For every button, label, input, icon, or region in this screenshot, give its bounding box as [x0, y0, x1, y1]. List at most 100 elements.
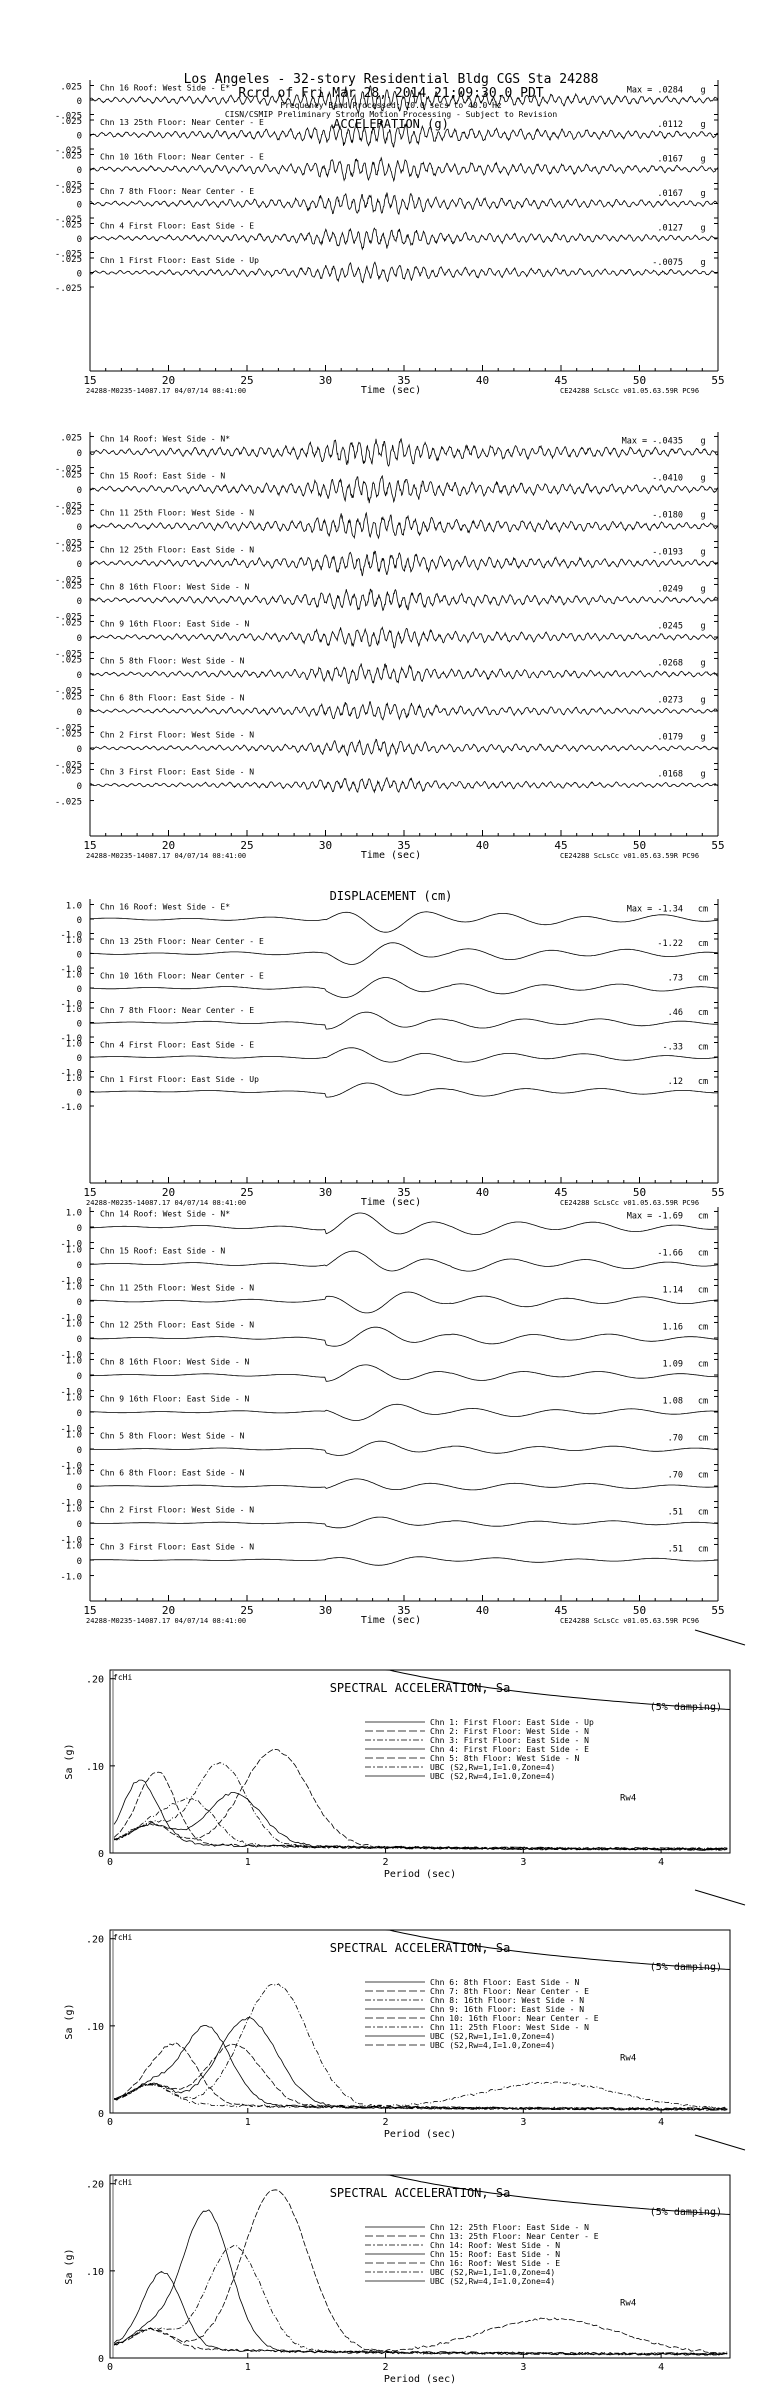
spectra-1-ylabel: Sa (g)	[64, 1743, 75, 1779]
spectra-2-title: SPECTRAL ACCELERATION, Sa	[330, 1941, 511, 1955]
disp-top-peak-unit: cm	[698, 939, 708, 949]
accel-bottom-peak-unit: g	[700, 584, 705, 594]
disp-top-xtick-label: 45	[554, 1186, 567, 1199]
disp-bottom-peak-unit: cm	[698, 1433, 708, 1443]
disp-top-peak-unit: cm	[698, 1008, 708, 1018]
accel-bottom-ytick-zero: 0	[77, 560, 82, 570]
accel-top-ytick-bottom: -.025	[55, 249, 82, 259]
accel-top-ytick-zero: 0	[77, 270, 82, 280]
disp-bottom-trace-line	[90, 1556, 719, 1566]
disp-top-xtick-label: 30	[319, 1186, 332, 1199]
spectra-2-xtick-label: 2	[383, 2117, 389, 2128]
spectra-3-xtick-label: 1	[245, 2362, 251, 2373]
disp-bottom-ytick-top: 1.0	[66, 1541, 82, 1551]
disp-bottom-peak-unit: cm	[698, 1470, 708, 1480]
disp-top-channel-label: Chn 7 8th Floor: Near Center - E	[100, 1006, 254, 1015]
disp-bottom-xtick-label: 50	[633, 1604, 646, 1617]
accel-top-xtick-label: 25	[240, 374, 253, 387]
spectra-3-legend-item: Chn 13: 25th Floor: Near Center - E	[430, 2232, 599, 2241]
accel-bottom-ytick-bottom: -.025	[55, 465, 82, 475]
disp-top-trace-line	[89, 911, 719, 933]
spectra-3-sa-curve	[114, 2244, 728, 2356]
disp-top-trace-line	[90, 1082, 718, 1098]
accel-top-peak-value: -.0075	[652, 258, 683, 268]
spectra-3-title: SPECTRAL ACCELERATION, Sa	[330, 2186, 511, 2200]
spectra-1-ytick-label: .10	[86, 1762, 104, 1773]
spectra-1-ytick-label: .20	[86, 1675, 104, 1686]
accel-bottom-ytick-top: .025	[60, 655, 82, 665]
spectra-2-sa-curve	[113, 2081, 728, 2110]
disp-bottom-channel-label: Chn 3 First Floor: East Side - N	[100, 1542, 254, 1551]
accel-top-trace-line	[89, 227, 719, 251]
disp-bottom-ytick-zero: 0	[77, 1261, 82, 1271]
disp-bottom-xtick-label: 45	[554, 1604, 567, 1617]
accel-bottom-trace-line	[89, 550, 718, 577]
spectra-1-frame	[109, 1669, 731, 1854]
accel-bottom-ytick-zero: 0	[77, 671, 82, 681]
disp-top-xtick-label: 35	[397, 1186, 410, 1199]
spectra-1-legend-item: UBC (S2,Rw=1,I=1.0,Zone=4)	[430, 1763, 555, 1772]
disp-bottom-peak-value: .51	[668, 1544, 683, 1554]
disp-bottom-trace-line	[89, 1250, 719, 1272]
disp-top-ytick-zero: 0	[77, 985, 82, 995]
disp-bottom-peak-value: 1.14	[663, 1285, 683, 1295]
accel-bottom-peak-value: .0249	[657, 584, 683, 594]
accel-top-peak-value: .0167	[657, 189, 683, 199]
spectra-1-title: SPECTRAL ACCELERATION, Sa	[330, 1681, 511, 1695]
accel-bottom-xlabel: Time (sec)	[361, 850, 421, 861]
disp-bottom-ytick-top: 1.0	[66, 1430, 82, 1440]
disp-top-ytick-top: 1.0	[66, 902, 82, 912]
disp-bottom-trace-line	[90, 1326, 719, 1347]
spectra-2-legend-item: Chn 8: 16th Floor: West Side - N	[430, 1996, 584, 2005]
spectra-3-legend-item: Chn 16: Roof: West Side - E	[430, 2259, 560, 2268]
accel-bottom-peak-value: .0168	[657, 769, 683, 779]
disp-top-channel-label: Chn 1 First Floor: East Side - Up	[100, 1075, 259, 1084]
accel-top-ytick-bottom: -.025	[55, 146, 82, 156]
disp-bottom-xtick-label: 20	[162, 1604, 175, 1617]
accel-bottom-peak-unit: g	[700, 510, 705, 520]
disp-bottom-peak-unit: cm	[698, 1285, 708, 1295]
spectra-3-ylabel: Sa (g)	[64, 2248, 75, 2284]
accel-top-chart: ACCELERATION (g) 15 20 25 30 35 40 45 50 55 Time (…	[55, 80, 725, 396]
accel-top-ytick-zero: 0	[77, 166, 82, 176]
accel-bottom-channel-label: Chn 11 25th Floor: West Side - N	[100, 508, 254, 517]
accel-bottom-trace-line	[89, 701, 719, 721]
accel-bottom-channel-label: Chn 9 16th Floor: East Side - N	[100, 619, 249, 628]
processing-note: CISN/CSMIP Preliminary Strong Motion Pro…	[224, 110, 558, 119]
disp-bottom-peak-value: Max = -1.69	[627, 1211, 683, 1221]
accel-top-ytick-bottom: -.025	[55, 111, 82, 121]
accel-top-peak-unit: g	[700, 120, 705, 130]
accel-bottom-ytick-zero: 0	[77, 449, 82, 459]
accel-bottom-ytick-bottom: -.025	[55, 798, 82, 808]
disp-bottom-ytick-bottom: -1.0	[60, 1240, 82, 1250]
disp-bottom-ytick-bottom: -1.0	[60, 1499, 82, 1509]
report-title: Los Angeles - 32-story Residential Bldg …	[183, 72, 599, 87]
spectra-1-xlabel: Period (sec)	[384, 1869, 456, 1880]
disp-bottom-xtick-label: 40	[476, 1604, 489, 1617]
disp-bottom-peak-value: .70	[668, 1470, 683, 1480]
disp-top-ytick-top: 1.0	[66, 1040, 82, 1050]
disp-bottom-ytick-zero: 0	[77, 1335, 82, 1345]
disp-bottom-channel-label: Chn 15 Roof: East Side - N	[100, 1246, 225, 1255]
spectra-1-xtick-label: 0	[107, 1857, 113, 1868]
accel-top-peak-unit: g	[700, 258, 705, 268]
accel-top-ytick-top: .025	[60, 152, 82, 162]
spectra-2-sa-curve	[114, 2017, 728, 2111]
spectra-1-legend-item: Chn 3: First Floor: East Side - N	[430, 1736, 589, 1745]
accel-bottom-ytick-zero: 0	[77, 708, 82, 718]
disp-top-footer-left: 24288-M0235-14087.17 04/07/14 08:41:00	[86, 1199, 246, 1207]
disp-bottom-xtick-label: 15	[83, 1604, 96, 1617]
disp-bottom-peak-value: 1.09	[663, 1359, 683, 1369]
accel-bottom-peak-value: -.0193	[652, 547, 683, 557]
disp-bottom-ytick-zero: 0	[77, 1409, 82, 1419]
accel-bottom-peak-unit: g	[700, 695, 705, 705]
spectra-1-fchi-label: fcHi	[113, 1673, 132, 1682]
disp-bottom-xtick-label: 30	[319, 1604, 332, 1617]
disp-bottom-ytick-bottom: -1.0	[60, 1462, 82, 1472]
spectra-3-chart: SPECTRAL ACCELERATION, Sa fcHi (5% damping…	[64, 2134, 746, 2385]
spectra-3-fchi-label: fcHi	[113, 2178, 132, 2187]
disp-top-ytick-bottom: -1.0	[60, 1103, 82, 1113]
disp-top-peak-value: Max = -1.34	[627, 905, 683, 915]
accel-top-ytick-zero: 0	[77, 132, 82, 142]
spectra-1-chart: SPECTRAL ACCELERATION, Sa fcHi (5% damping…	[64, 1629, 746, 1880]
